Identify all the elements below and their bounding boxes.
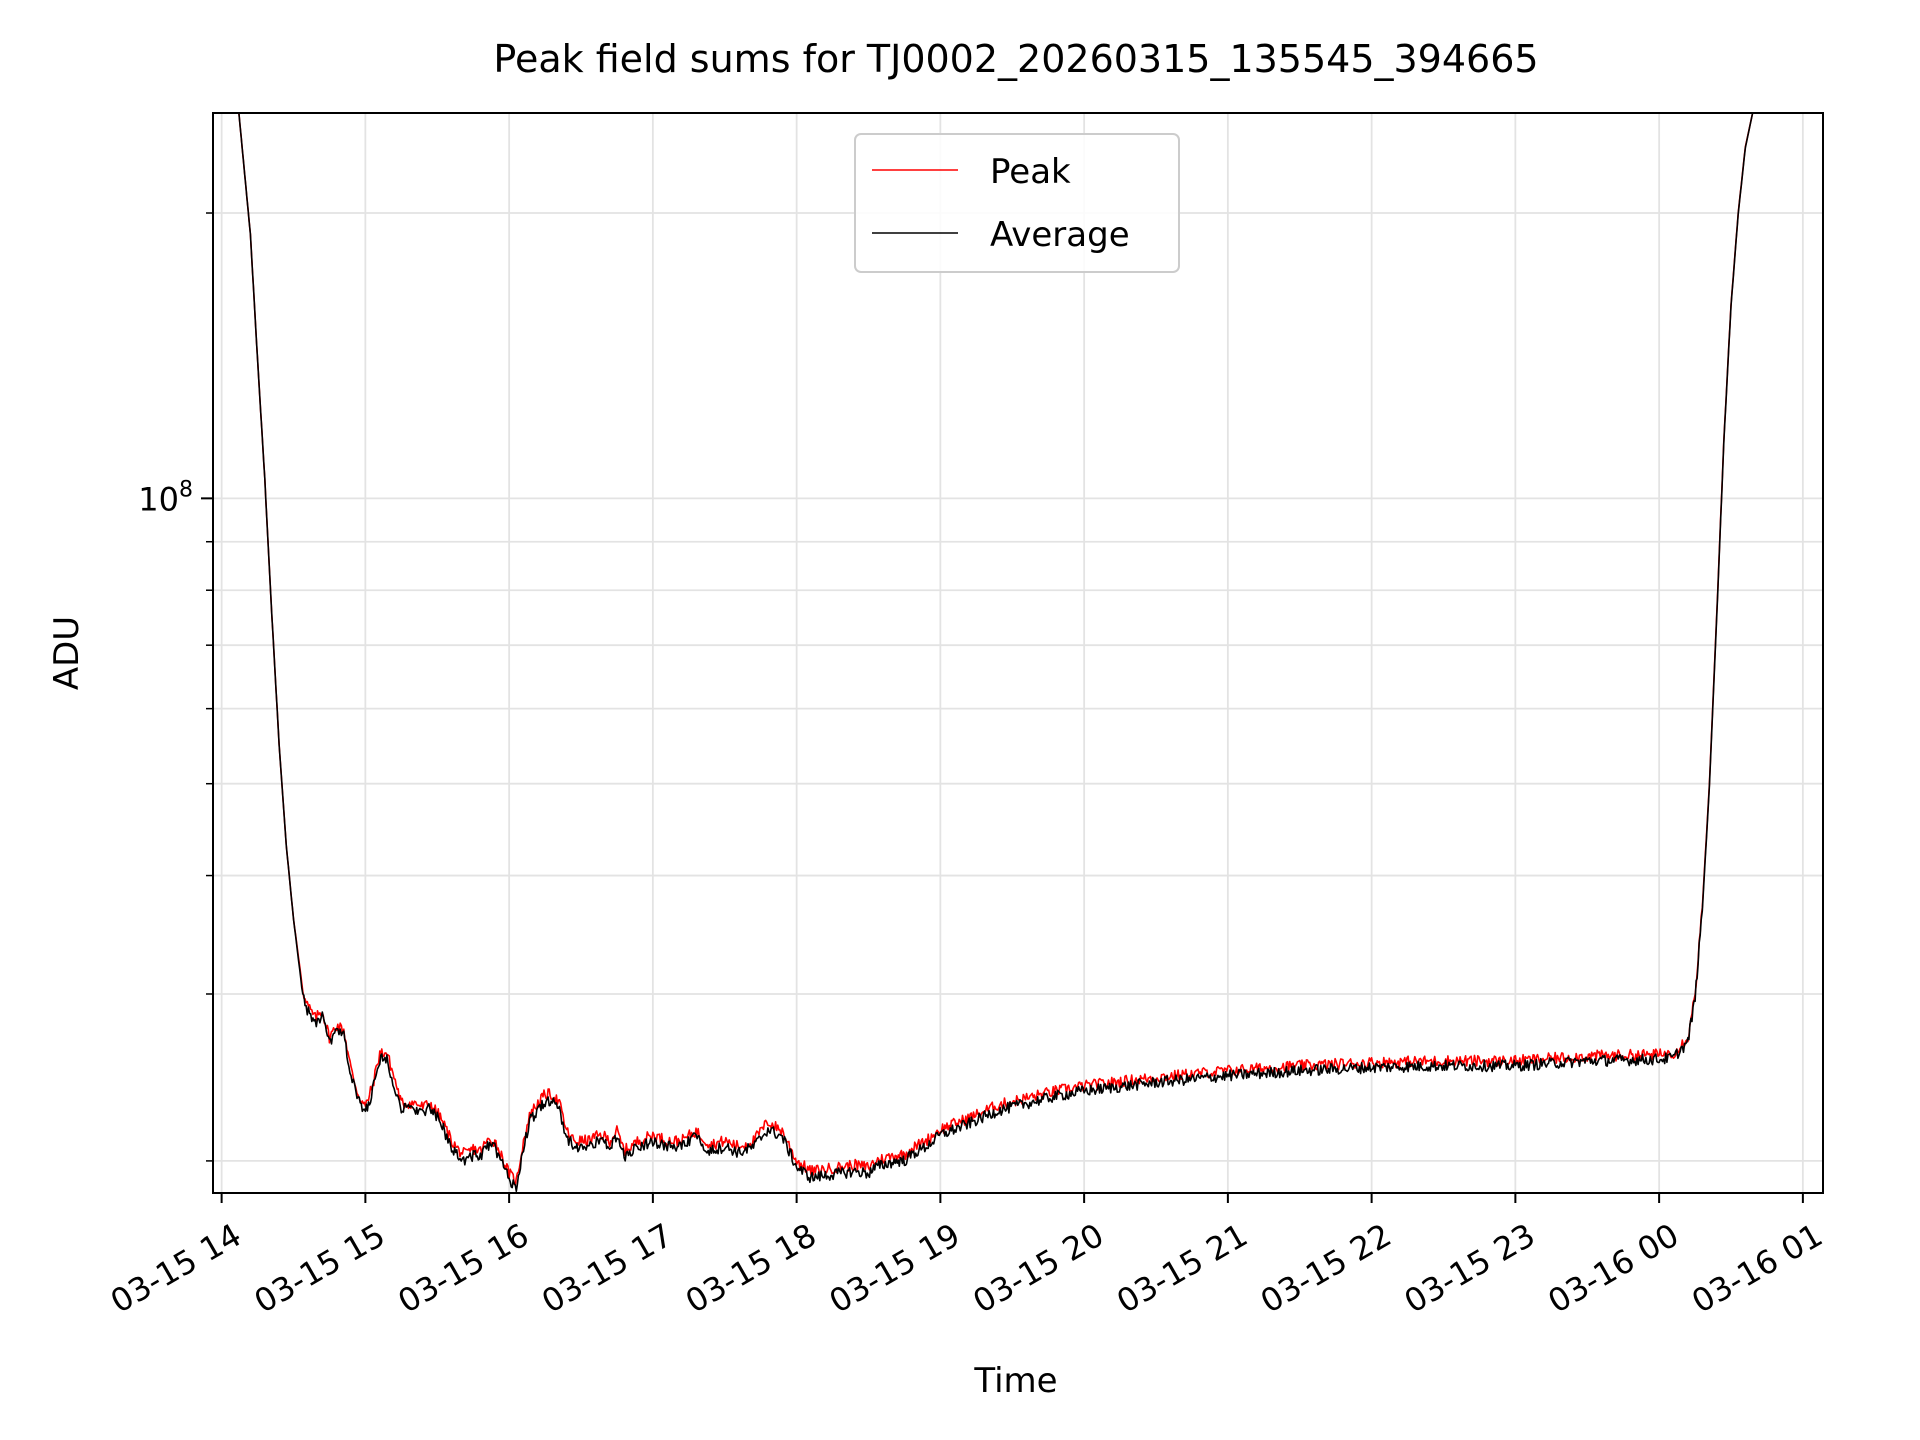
legend-peak-label: Peak: [990, 152, 1071, 192]
y-tick-label: 108: [138, 477, 193, 518]
x-tick-label: 03-15 20: [967, 1216, 1111, 1321]
legend: Peak Average: [854, 133, 1180, 273]
legend-average-label: Average: [990, 215, 1130, 255]
x-tick-label: 03-15 16: [392, 1216, 536, 1321]
x-axis-label: Time: [973, 1361, 1057, 1401]
series-line-peak: [213, 112, 1759, 1186]
x-tick-label: 03-15 23: [1398, 1216, 1542, 1321]
x-tick-label: 03-15 17: [535, 1216, 679, 1321]
chart-title: Peak field sums for TJ0002_20260315_1355…: [493, 37, 1538, 81]
x-tick-label: 03-15 18: [679, 1216, 823, 1321]
x-tick-label: 03-16 00: [1542, 1216, 1686, 1321]
series-line-average: [213, 112, 1759, 1192]
legend-box: [854, 133, 1180, 273]
x-tick-label: 03-15 21: [1110, 1216, 1254, 1321]
ticks: 03-15 14 03-15 15 03-15 16 03-15 17 03-15 18…: [104, 212, 1829, 1321]
series-group: [213, 112, 1759, 1192]
y-axis-label: ADU: [47, 616, 87, 690]
plot-frame: [212, 112, 1824, 1194]
grid: [213, 113, 1823, 1193]
x-tick-label: 03-15 22: [1254, 1216, 1398, 1321]
x-tick-label: 03-16 01: [1685, 1216, 1829, 1321]
x-tick-label: 03-15 19: [823, 1216, 967, 1321]
x-tick-label: 03-15 14: [104, 1216, 248, 1321]
x-tick-label: 03-15 15: [248, 1216, 392, 1321]
